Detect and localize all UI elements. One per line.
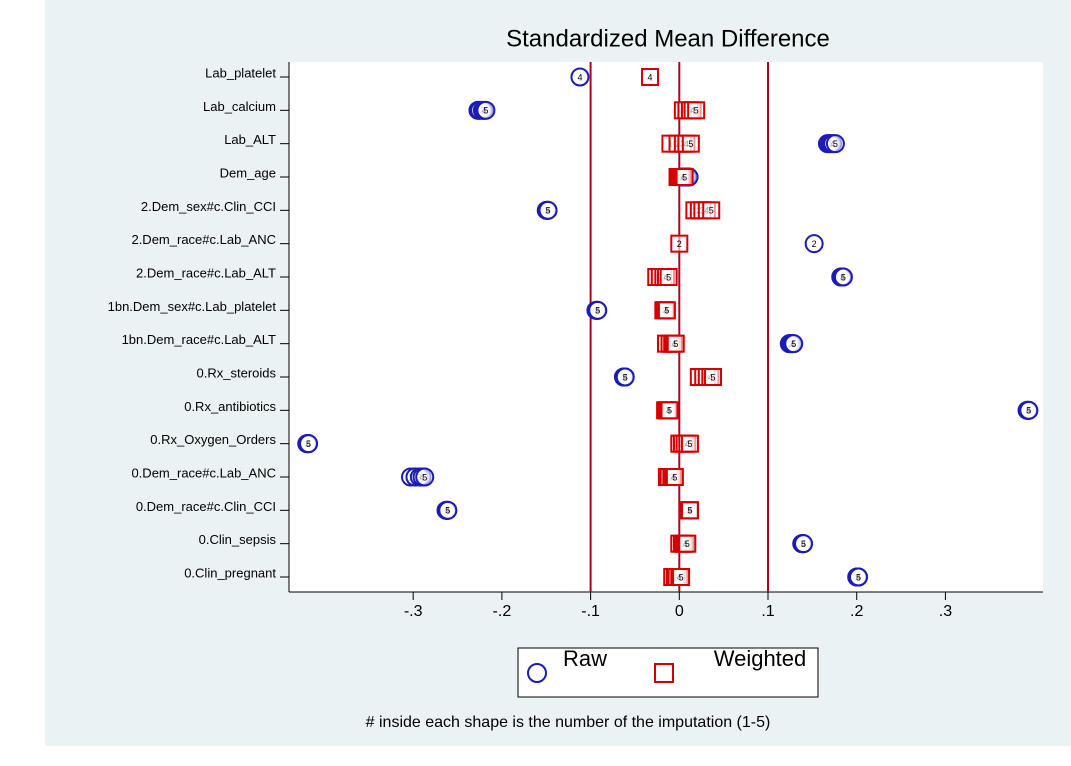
marker (833, 267, 853, 287)
marker (299, 434, 319, 454)
y-tick-label: 0.Rx_antibiotics (184, 399, 276, 414)
marker (784, 334, 804, 354)
marker (680, 434, 699, 453)
marker (615, 367, 635, 387)
imputation-label: 5 (1026, 406, 1031, 416)
y-tick-label: 0.Rx_steroids (197, 365, 277, 380)
marker (804, 234, 824, 254)
imputation-label: 5 (682, 172, 687, 182)
imputation-label: 5 (801, 539, 806, 549)
marker (415, 467, 435, 487)
x-tick-label: .1 (761, 603, 774, 620)
imputation-label: 5 (445, 506, 450, 516)
y-tick-label: Lab_ALT (224, 132, 276, 147)
imputation-label: 5 (685, 539, 690, 549)
x-tick-label: .2 (850, 603, 863, 620)
imputation-label: 5 (833, 139, 838, 149)
legend-marker (654, 663, 674, 683)
marker (660, 401, 679, 420)
y-tick-label: 2.Dem_race#c.Lab_ALT (136, 265, 276, 280)
marker (670, 234, 689, 253)
y-tick-label: 2.Dem_sex#c.Clin_CCI (141, 199, 276, 214)
x-tick-label: -.2 (493, 603, 512, 620)
imputation-label: 5 (667, 406, 672, 416)
marker (680, 501, 699, 520)
marker (666, 334, 685, 353)
imputation-label: 5 (679, 572, 684, 582)
imputation-label: 5 (687, 506, 692, 516)
imputation-label: 5 (672, 472, 677, 482)
y-tick-label: Dem_age (220, 165, 276, 180)
marker (438, 500, 458, 520)
marker (476, 100, 496, 120)
x-tick-label: -.3 (404, 603, 423, 620)
imputation-label: 5 (694, 106, 699, 116)
imputation-label: 5 (595, 306, 600, 316)
imputation-label: 5 (711, 372, 716, 382)
marker (588, 300, 608, 320)
y-tick-label: 1bn.Dem_race#c.Lab_ALT (122, 332, 276, 347)
y-tick-label: Lab_platelet (205, 65, 276, 80)
imputation-label: 5 (666, 272, 671, 282)
y-tick-label: 0.Clin_pregnant (184, 565, 276, 580)
marker (825, 134, 845, 154)
imputation-label: 5 (673, 339, 678, 349)
marker (665, 468, 684, 486)
imputation-label: 4 (648, 72, 653, 82)
marker (793, 534, 813, 554)
imputation-label: 2 (812, 239, 817, 249)
x-tick-label: 0 (675, 603, 684, 620)
marker (681, 134, 700, 153)
marker (1019, 400, 1039, 420)
legend-label: Weighted (714, 646, 807, 671)
marker (678, 534, 697, 553)
marker (538, 200, 558, 220)
chart-title: Standardized Mean Difference (506, 25, 830, 52)
marker (704, 368, 723, 386)
imputation-label: 4 (577, 72, 582, 82)
x-tick-label: -.1 (581, 603, 600, 620)
y-tick-label: Lab_calcium (203, 99, 276, 114)
imputation-label: 5 (841, 272, 846, 282)
imputation-label: 5 (688, 139, 693, 149)
imputation-label: 5 (709, 206, 714, 216)
marker (672, 568, 691, 586)
legend (517, 647, 819, 698)
y-tick-label: 0.Rx_Oxygen_Orders (150, 432, 276, 447)
y-tick-label: 0.Dem_race#c.Clin_CCI (136, 499, 276, 514)
imputation-label: 5 (791, 339, 796, 349)
imputation-label: 5 (623, 372, 628, 382)
imputation-label: 5 (422, 472, 427, 482)
marker (848, 567, 868, 587)
imputation-label: 5 (664, 306, 669, 316)
note: # inside each shape is the number of the… (366, 714, 771, 731)
marker (570, 67, 590, 87)
legend-label: Raw (563, 646, 607, 671)
marker (659, 268, 678, 286)
y-tick-label: 1bn.Dem_sex#c.Lab_platelet (108, 299, 277, 314)
marker (641, 68, 660, 86)
x-tick-label: .3 (939, 603, 952, 620)
marker (687, 101, 706, 120)
marker (657, 301, 676, 320)
imputation-label: 5 (483, 106, 488, 116)
imputation-label: 5 (687, 439, 692, 449)
y-tick-label: 0.Dem_race#c.Lab_ANC (131, 465, 276, 480)
marker (675, 168, 694, 186)
imputation-label: 5 (306, 439, 311, 449)
y-tick-label: 0.Clin_sepsis (199, 532, 277, 547)
marker (702, 201, 721, 220)
imputation-label: 2 (677, 239, 682, 249)
legend-marker (527, 663, 547, 683)
imputation-label: 5 (856, 572, 861, 582)
imputation-label: 5 (546, 206, 551, 216)
y-tick-label: 2.Dem_race#c.Lab_ANC (131, 232, 276, 247)
